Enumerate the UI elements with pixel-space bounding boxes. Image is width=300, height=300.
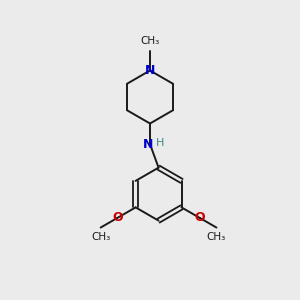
Text: O: O <box>112 212 123 224</box>
Text: H: H <box>156 138 164 148</box>
Text: O: O <box>195 212 205 224</box>
Text: N: N <box>142 138 153 151</box>
Text: N: N <box>145 64 155 77</box>
Text: CH₃: CH₃ <box>140 36 160 46</box>
Text: CH₃: CH₃ <box>91 232 110 242</box>
Text: CH₃: CH₃ <box>207 232 226 242</box>
